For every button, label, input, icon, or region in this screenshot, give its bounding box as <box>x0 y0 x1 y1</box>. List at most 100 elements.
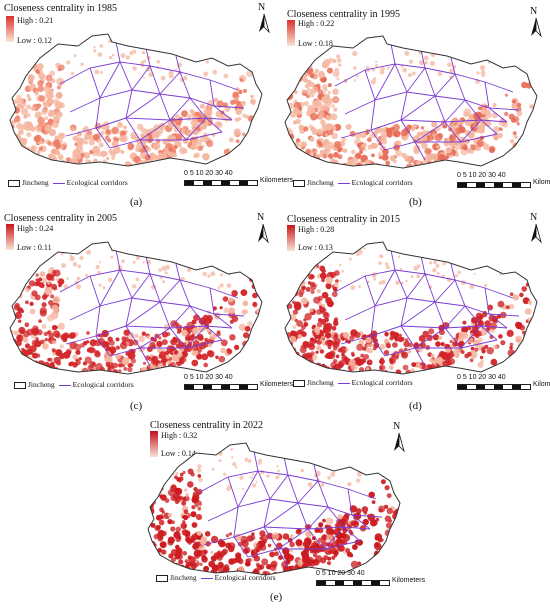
centrality-patch <box>10 266 18 275</box>
centrality-patch <box>428 328 435 335</box>
centrality-patch <box>187 114 192 118</box>
centrality-patch <box>395 355 399 360</box>
centrality-patch <box>460 45 464 50</box>
centrality-patch <box>337 154 343 160</box>
centrality-patch <box>181 110 188 118</box>
centrality-patch <box>384 504 389 509</box>
centrality-patch <box>360 455 364 459</box>
centrality-patch <box>151 249 156 254</box>
centrality-patch <box>454 274 458 278</box>
centrality-patch <box>475 111 482 119</box>
centrality-patch <box>436 271 440 275</box>
centrality-patch <box>178 144 182 148</box>
centrality-patch <box>147 373 154 374</box>
centrality-patch <box>42 294 48 300</box>
centrality-patch <box>157 363 163 368</box>
centrality-patch <box>84 133 91 141</box>
centrality-patch <box>248 130 254 137</box>
centrality-patch <box>132 66 137 71</box>
centrality-patch <box>464 119 472 126</box>
centrality-patch <box>289 368 296 374</box>
centrality-patch <box>318 545 326 552</box>
centrality-patch <box>256 542 264 550</box>
centrality-patch <box>286 58 292 64</box>
centrality-patch <box>54 161 61 166</box>
centrality-patch <box>12 64 16 68</box>
centrality-patch <box>30 351 34 355</box>
centrality-patch <box>245 114 249 119</box>
centrality-patch <box>388 519 393 523</box>
centrality-patch <box>73 54 77 58</box>
centrality-patch <box>314 68 319 74</box>
centrality-patch <box>323 146 331 154</box>
centrality-patch <box>44 124 52 133</box>
centrality-patch <box>191 349 199 357</box>
centrality-patch <box>324 332 332 339</box>
centrality-patch <box>518 142 522 146</box>
centrality-patch <box>404 338 409 342</box>
centrality-patch <box>327 561 331 566</box>
centrality-patch <box>286 141 293 148</box>
centrality-patch <box>149 249 155 254</box>
centrality-patch <box>504 93 508 97</box>
centrality-patch <box>174 357 180 363</box>
ecological-corridor <box>233 502 329 538</box>
centrality-patch <box>519 292 524 298</box>
centrality-patch <box>158 152 163 157</box>
centrality-patch <box>79 138 87 145</box>
centrality-patch <box>161 549 167 555</box>
legend-gradient <box>287 225 295 251</box>
centrality-patch <box>429 60 436 66</box>
centrality-patch <box>201 353 209 361</box>
centrality-patch <box>307 105 315 113</box>
centrality-patch <box>337 347 343 353</box>
centrality-patch <box>455 146 459 150</box>
centrality-patch <box>291 164 297 168</box>
legend-low: Low : 0.12 <box>17 36 52 45</box>
centrality-patch <box>407 349 412 354</box>
centrality-patch <box>159 164 165 166</box>
centrality-patch <box>35 273 39 277</box>
centrality-patch <box>469 284 475 290</box>
centrality-patch <box>331 555 336 560</box>
centrality-patch <box>392 510 397 515</box>
centrality-patch <box>297 334 303 339</box>
centrality-patch <box>427 134 434 141</box>
centrality-patch <box>363 465 367 470</box>
centrality-patch <box>515 321 522 328</box>
centrality-patch <box>198 477 203 483</box>
centrality-patch <box>397 336 404 343</box>
centrality-patch <box>467 54 473 60</box>
legend-high: High : 0.32 <box>161 431 198 440</box>
centrality-patch <box>208 343 212 348</box>
centrality-patch <box>407 73 412 78</box>
centrality-patch <box>315 99 323 107</box>
centrality-patch <box>395 150 402 157</box>
centrality-patch <box>365 367 370 371</box>
centrality-patch <box>345 123 352 131</box>
centrality-patch <box>437 71 443 77</box>
centrality-patch <box>326 300 334 308</box>
centrality-patch <box>348 461 354 466</box>
centrality-patch <box>300 344 306 350</box>
ecological-corridor <box>317 480 361 542</box>
centrality-patch <box>320 557 327 564</box>
centrality-patch <box>20 363 25 367</box>
centrality-patch <box>484 283 488 287</box>
centrality-patch <box>296 358 301 363</box>
centrality-patch <box>157 535 163 542</box>
centrality-patch <box>319 307 327 315</box>
centrality-patch <box>238 104 244 110</box>
centrality-patch <box>35 69 40 74</box>
centrality-patch <box>359 150 364 154</box>
centrality-patch <box>324 339 332 347</box>
centrality-patch <box>311 86 319 93</box>
centrality-patch <box>371 500 376 504</box>
centrality-patch <box>527 300 533 305</box>
centrality-patch <box>492 254 495 257</box>
centrality-patch <box>293 301 302 309</box>
panel-a: Closeness centrality in 1985 High : 0.21… <box>0 0 293 210</box>
ecological-corridor <box>115 249 181 281</box>
centrality-patch <box>331 125 337 131</box>
centrality-patch <box>345 347 349 352</box>
